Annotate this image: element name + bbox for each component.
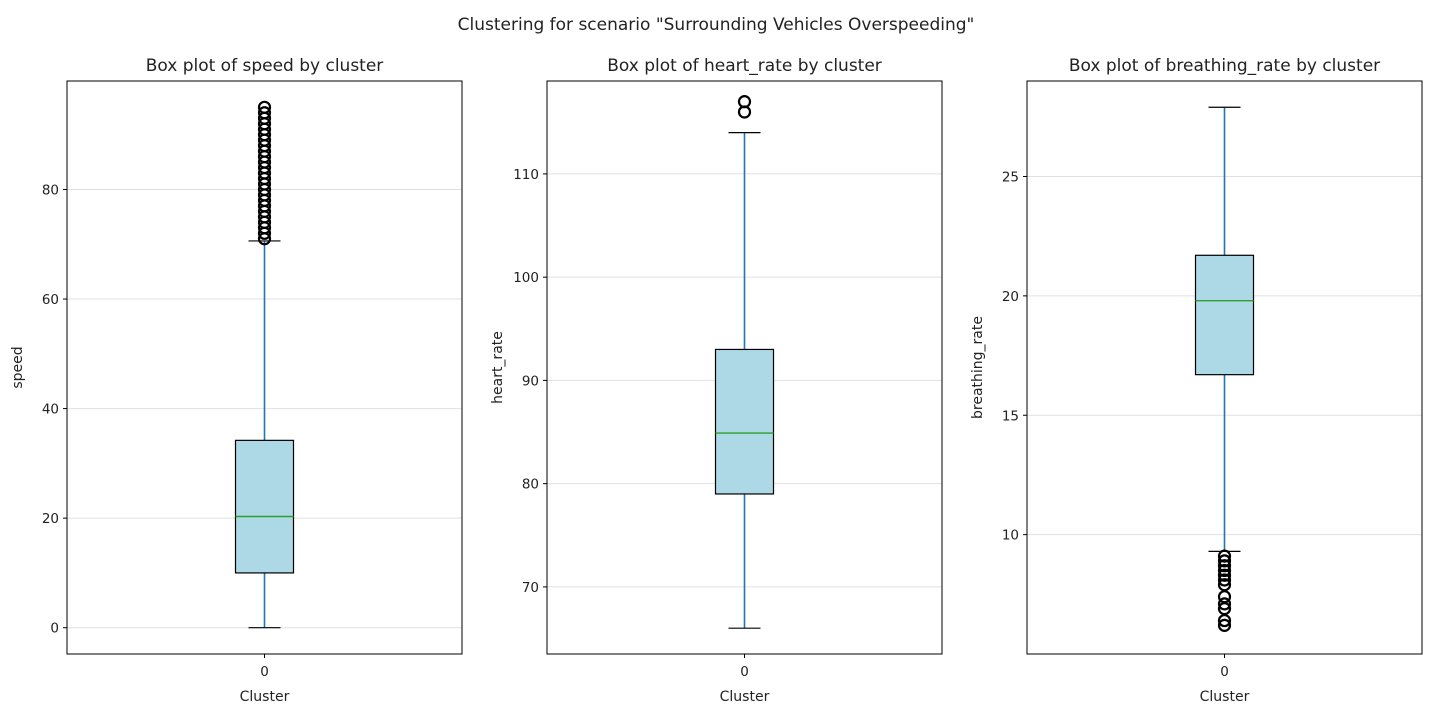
y-tick-label-speed: 0 xyxy=(50,621,59,637)
y-tick-label-heart-rate: 80 xyxy=(522,477,539,493)
panel-title-heart-rate: Box plot of heart_rate by cluster xyxy=(607,56,882,76)
x-tick-label-heart-rate: 0 xyxy=(740,664,749,680)
panel-speed: 0 20 40 60 80 0 Box plot of speed by cluster Cl… xyxy=(10,56,463,705)
y-tick-label-breathing-rate: 10 xyxy=(1002,528,1019,544)
outlier-point xyxy=(257,106,272,120)
outlier-point xyxy=(1217,573,1232,587)
y-tick-label-heart-rate: 70 xyxy=(522,580,539,596)
panel-heart-rate: 70 80 90 100 110 0 Box plot of heart_rate by c… xyxy=(490,56,943,705)
y-tick-label-speed: 80 xyxy=(42,182,59,198)
outlier-point xyxy=(1217,597,1232,611)
outlier-point xyxy=(1217,563,1232,578)
outlier-point xyxy=(737,95,752,109)
outlier-point xyxy=(257,100,272,114)
panel-title-speed: Box plot of speed by cluster xyxy=(146,56,384,76)
y-axis-label-speed: speed xyxy=(10,346,26,388)
figure-title: Clustering for scenario "Surrounding Veh… xyxy=(458,15,975,35)
subplots: 0 20 40 60 80 0 Box plot of speed by cluster Cl… xyxy=(10,56,1423,705)
x-axis-label-speed: Cluster xyxy=(240,689,290,705)
panel-breathing-rate: 10 15 20 25 0 Box plot of breathing_rate by c… xyxy=(970,56,1423,705)
panel-title-breathing-rate: Box plot of breathing_rate by cluster xyxy=(1069,56,1380,76)
outlier-point xyxy=(1217,554,1232,568)
box-iqr xyxy=(714,348,775,495)
x-axis-label-breathing-rate: Cluster xyxy=(1200,689,1250,705)
axes-frame-speed xyxy=(66,80,463,655)
y-tick-label-heart-rate: 100 xyxy=(513,270,539,286)
outlier-point xyxy=(1217,559,1232,573)
outlier-point xyxy=(1217,618,1232,632)
outlier-point xyxy=(1217,568,1232,582)
y-tick-label-heart-rate: 110 xyxy=(513,167,539,183)
box-iqr xyxy=(1194,254,1255,376)
y-tick-label-speed: 20 xyxy=(42,511,59,527)
x-axis-label-heart-rate: Cluster xyxy=(720,689,770,705)
y-tick-label-breathing-rate: 20 xyxy=(1002,289,1019,305)
y-tick-label-breathing-rate: 15 xyxy=(1002,408,1019,424)
axes-frame-breathing-rate xyxy=(1026,80,1423,655)
y-tick-label-speed: 60 xyxy=(42,292,59,308)
axes-frame-heart-rate xyxy=(546,80,943,655)
box-iqr xyxy=(234,439,295,574)
x-tick-label-speed: 0 xyxy=(260,664,269,680)
y-axis-label-breathing-rate: breathing_rate xyxy=(970,316,986,419)
y-tick-label-breathing-rate: 25 xyxy=(1002,170,1019,186)
y-axis-label-heart-rate: heart_rate xyxy=(490,331,506,404)
y-tick-label-heart-rate: 90 xyxy=(522,373,539,389)
outlier-point xyxy=(1217,549,1232,563)
outlier-point xyxy=(1217,613,1232,628)
y-tick-label-speed: 40 xyxy=(42,402,59,418)
x-tick-label-breathing-rate: 0 xyxy=(1220,664,1229,680)
